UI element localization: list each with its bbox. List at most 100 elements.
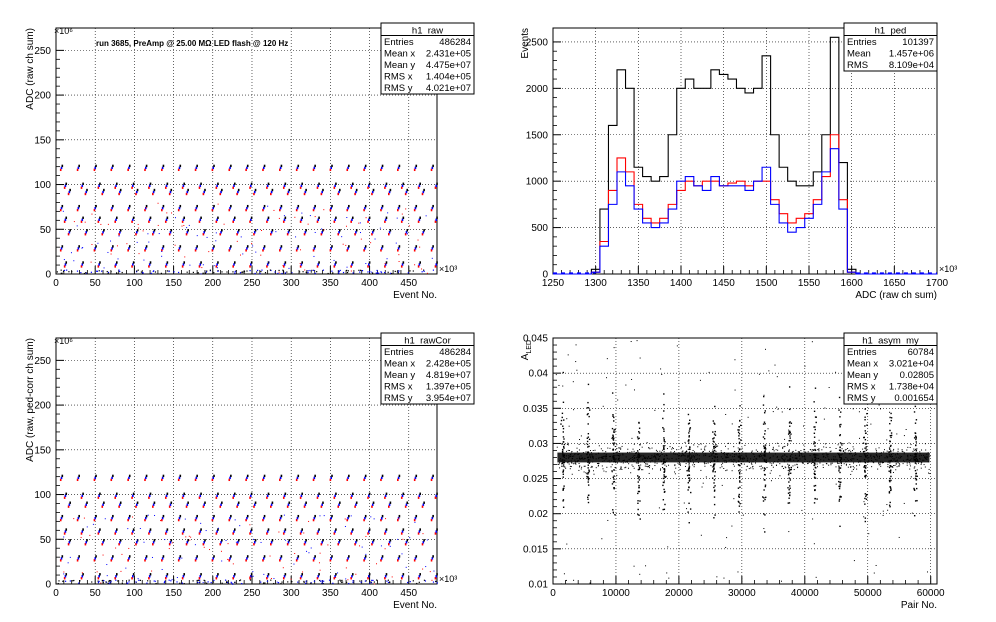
scatter-point — [421, 543, 424, 546]
scatter-point — [638, 514, 640, 516]
run-annotation: run 3685, PreAmp @ 25.00 MΩ LED flash @ … — [96, 39, 288, 48]
scatter-point — [67, 543, 70, 546]
scatter-point — [598, 456, 600, 458]
scatter-point — [612, 449, 614, 451]
scatter-point — [106, 575, 108, 577]
scatter-point — [232, 583, 234, 585]
scatter-point — [332, 272, 334, 274]
scatter-point — [636, 340, 638, 342]
scatter-point — [733, 461, 735, 463]
scatter-point — [772, 462, 774, 464]
scatter-point — [305, 271, 307, 273]
scatter-point — [568, 456, 570, 458]
scatter-point — [94, 557, 97, 560]
scatter-point — [166, 216, 169, 219]
scatter-point — [625, 466, 627, 468]
scatter-point — [400, 532, 403, 535]
scatter-point — [662, 417, 664, 420]
scatter-point — [290, 578, 292, 580]
scatter-point — [876, 454, 878, 456]
scatter-point — [738, 464, 741, 466]
scatter-point — [630, 472, 632, 474]
scatter-point — [826, 454, 828, 456]
scatter-point — [322, 539, 324, 542]
scatter-point — [148, 263, 151, 266]
scatter-point — [417, 532, 420, 535]
scatter-point — [421, 192, 424, 196]
scatter-point — [715, 444, 717, 446]
scatter-point — [220, 503, 222, 506]
scatter-point — [885, 452, 887, 454]
scatter-point — [348, 474, 350, 478]
scatter-point — [347, 476, 349, 480]
scatter-point — [835, 447, 837, 449]
scatter-point — [639, 449, 641, 451]
scatter-point — [429, 571, 431, 573]
scatter-point — [839, 446, 841, 449]
scatter-point — [310, 582, 312, 584]
scatter-point — [845, 456, 847, 458]
scatter-point — [320, 580, 322, 582]
scatter-point — [354, 233, 356, 236]
scatter-point — [583, 457, 585, 459]
scatter-point — [194, 559, 197, 562]
scatter-point — [270, 578, 272, 580]
scatter-point — [381, 204, 384, 208]
scatter-point — [616, 454, 618, 456]
scatter-point — [685, 445, 687, 447]
scatter-point — [787, 459, 789, 461]
scatter-point — [221, 560, 223, 562]
scatter-point — [63, 536, 65, 538]
scatter-point — [613, 487, 615, 489]
scatter-point — [375, 272, 377, 274]
scatter-point — [152, 270, 154, 273]
scatter-point — [845, 448, 847, 450]
scatter-point — [826, 463, 828, 465]
scatter-point — [685, 451, 687, 453]
scatter-point — [639, 357, 641, 359]
scatter-point — [183, 492, 186, 495]
scatter-point — [93, 518, 96, 522]
scatter-point — [350, 532, 352, 535]
scatter-point — [331, 555, 333, 558]
scatter-point — [769, 462, 771, 464]
scatter-point — [283, 494, 286, 497]
scatter-point — [237, 188, 240, 192]
scatter-point — [814, 426, 816, 428]
scatter-point — [213, 474, 215, 478]
scatter-point — [587, 467, 589, 469]
scatter-point — [152, 541, 155, 544]
scatter-point — [721, 484, 723, 486]
scatter-point — [148, 186, 150, 189]
x-tick-label: 50000 — [854, 588, 882, 599]
scatter-point — [865, 498, 868, 500]
scatter-point — [877, 468, 879, 470]
scatter-point — [663, 451, 665, 453]
scatter-point — [764, 450, 767, 452]
y-tick-label: 200 — [34, 401, 51, 412]
scatter-point — [367, 532, 369, 535]
scatter-point — [387, 212, 389, 214]
scatter-point — [266, 184, 269, 187]
scatter-point — [647, 458, 649, 460]
scatter-point — [870, 454, 872, 456]
scatter-point — [303, 580, 305, 583]
scatter-point — [573, 455, 575, 457]
scatter-point — [405, 541, 408, 544]
scatter-point — [692, 449, 694, 451]
scatter-point — [287, 541, 290, 544]
scatter-point — [341, 236, 343, 238]
scatter-point — [638, 479, 641, 481]
scatter-point — [629, 451, 631, 453]
scatter-point — [726, 469, 728, 471]
scatter-point — [765, 452, 767, 454]
scatter-point — [722, 462, 724, 464]
scatter-point — [397, 247, 400, 250]
scatter-point — [783, 450, 785, 452]
scatter-point — [612, 481, 615, 483]
scatter-point — [182, 530, 185, 533]
scatter-point — [689, 454, 691, 456]
scatter-point — [338, 231, 340, 234]
scatter-point — [305, 229, 307, 232]
scatter-point — [280, 582, 282, 585]
